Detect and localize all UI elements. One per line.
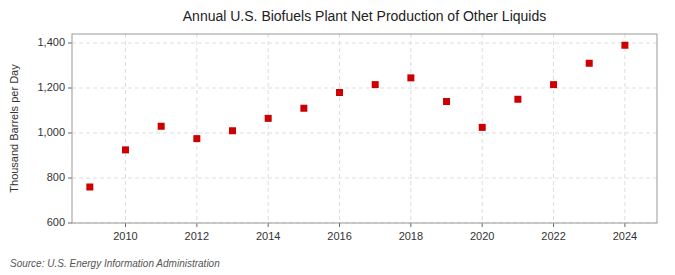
y-tick-label: 1,200 [37,81,65,93]
y-grid-line [72,88,657,89]
x-tick [196,223,197,227]
source-note: Source: U.S. Energy Information Administ… [10,258,220,269]
x-tick-label: 2022 [541,230,565,242]
x-grid-line [268,34,269,223]
y-tick [68,88,72,89]
point [407,74,414,81]
y-axis-label: Thousand Barrels per Day [8,64,20,193]
x-tick [624,223,625,227]
x-grid-line [196,34,197,223]
point [158,123,165,130]
point [122,146,129,153]
x-tick [553,223,554,227]
x-tick [482,223,483,227]
y-grid-line [72,178,657,179]
point [514,96,521,103]
y-tick-label: 800 [47,171,65,183]
y-tick [68,43,72,44]
x-tick-label: 2012 [185,230,209,242]
x-grid-line [624,34,625,223]
y-tick-label: 600 [47,216,65,228]
point [621,42,628,49]
x-tick [410,223,411,227]
x-tick-label: 2016 [327,230,351,242]
point [443,98,450,105]
point [86,184,93,191]
x-tick-label: 2010 [113,230,137,242]
y-grid-line [72,133,657,134]
y-tick [68,178,72,179]
point [300,105,307,112]
x-grid-line [553,34,554,223]
y-tick-label: 1,000 [37,126,65,138]
chart-container: 600 800 1,000 1,200 1,400 2010 2012 2014 2016 201… [0,0,675,275]
point [586,60,593,67]
x-tick [268,223,269,227]
y-tick [68,133,72,134]
x-tick-label: 2018 [399,230,423,242]
point [550,81,557,88]
x-grid-line [410,34,411,223]
grid [72,34,657,223]
title: Annual U.S. Biofuels Plant Net Productio… [183,8,546,24]
y-grid-line [72,43,657,44]
point [372,81,379,88]
x-grid-line [125,34,126,223]
point [265,115,272,122]
x-tick [125,223,126,227]
point [229,127,236,134]
point [193,135,200,142]
points [86,42,628,191]
x-tick-label: 2024 [613,230,637,242]
chart-svg: 600 800 1,000 1,200 1,400 2010 2012 2014 2016 201… [0,0,675,275]
y-tick [68,223,72,224]
x-grid-line [339,34,340,223]
axes: 600 800 1,000 1,200 1,400 2010 2012 2014 2016 201… [37,34,657,242]
point [479,124,486,131]
x-tick-label: 2020 [470,230,494,242]
plot-frame [72,34,657,223]
y-tick-label: 1,400 [37,36,65,48]
x-tick [339,223,340,227]
x-tick-label: 2014 [256,230,280,242]
point [336,89,343,96]
